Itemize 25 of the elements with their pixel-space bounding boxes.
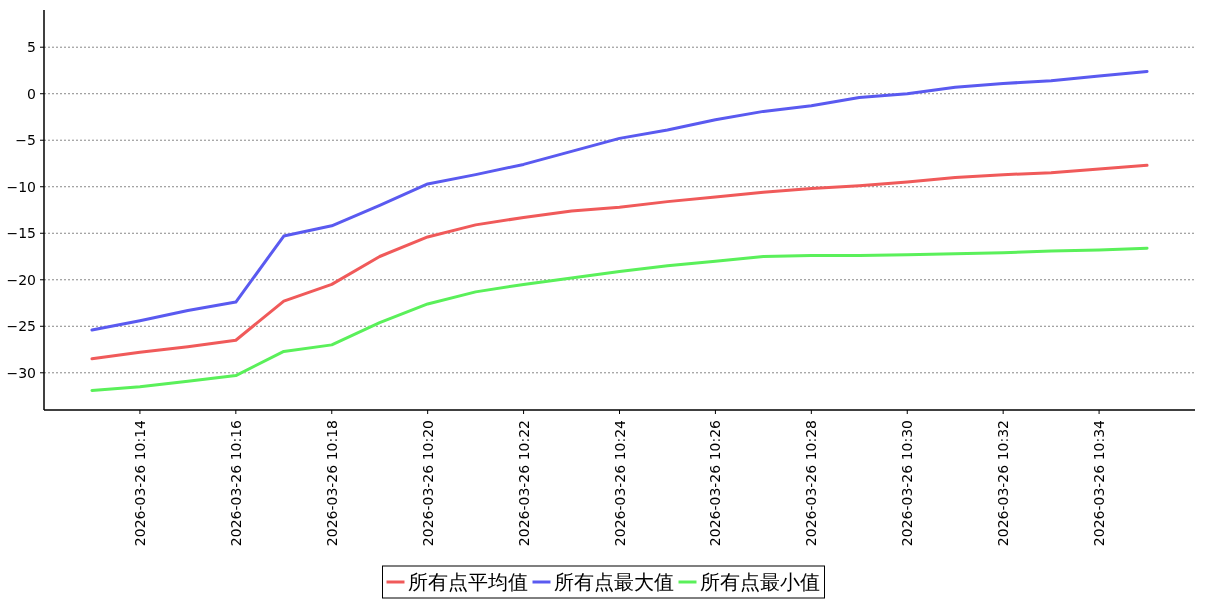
x-tick-label: 2026-03-26 10:24 <box>611 419 628 547</box>
x-tick-label: 2026-03-26 10:14 <box>131 419 148 547</box>
line-series <box>90 163 1149 361</box>
x-tick-label: 2026-03-26 10:34 <box>1091 419 1108 547</box>
y-tick-label: 0 <box>27 85 36 102</box>
y-tick-label: −10 <box>6 178 36 195</box>
x-tick-label: 2026-03-26 10:26 <box>707 419 724 547</box>
x-tick-label: 2026-03-26 10:28 <box>803 420 820 547</box>
y-tick-label: −5 <box>15 132 36 149</box>
y-tick-label: −15 <box>6 225 36 242</box>
x-tick-label: 2026-03-26 10:18 <box>323 420 340 547</box>
line-series <box>90 246 1149 392</box>
x-tick-label: 2026-03-26 10:20 <box>419 420 436 547</box>
x-tick-label: 2026-03-26 10:22 <box>515 420 532 547</box>
line-series <box>90 69 1149 332</box>
legend-label: 所有点最大值 <box>553 570 674 594</box>
y-tick-label: −30 <box>6 364 36 381</box>
y-tick-label: −20 <box>6 271 36 288</box>
x-tick-label: 2026-03-26 10:32 <box>995 420 1012 547</box>
legend-label: 所有点平均值 <box>407 570 528 594</box>
x-tick-label: 2026-03-26 10:16 <box>227 419 244 547</box>
x-tick-label: 2026-03-26 10:30 <box>899 420 916 547</box>
y-tick-label: 5 <box>27 39 36 56</box>
y-tick-label: −25 <box>6 318 36 335</box>
legend-label: 所有点最小值 <box>699 570 820 594</box>
